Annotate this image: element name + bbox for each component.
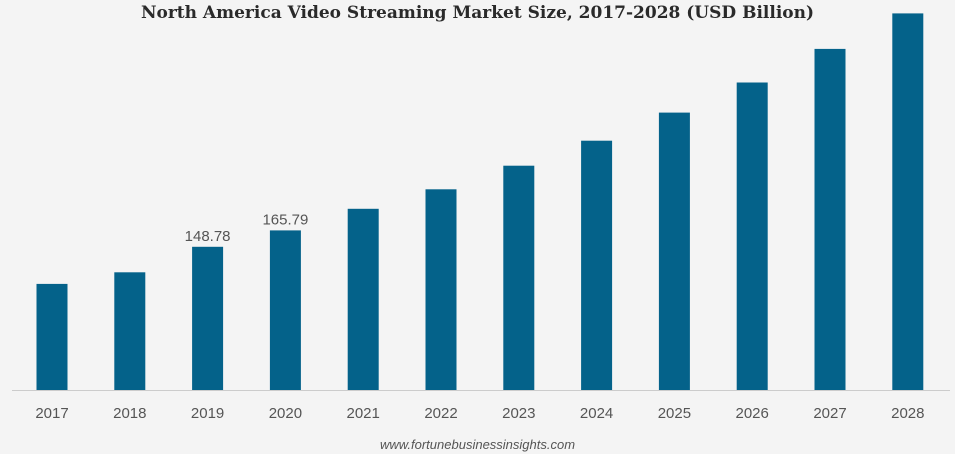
bar-2023: [503, 165, 535, 390]
bar-2022: [425, 189, 457, 390]
bar-2019: [192, 246, 224, 390]
bar-2018: [114, 272, 146, 390]
bar-2021: [347, 208, 379, 390]
source-watermark: www.fortunebusinessinsights.com: [379, 437, 576, 452]
x-tick-label-2020: 2020: [269, 405, 302, 422]
bar-2027: [814, 48, 846, 391]
bars-group: [36, 13, 924, 391]
x-tick-label-2028: 2028: [891, 405, 924, 422]
bar-2017: [36, 283, 68, 390]
x-tick-labels-group: 2017 2018 2019 2020 2021 2022 2023 2024 2025 2026…: [35, 405, 924, 422]
x-tick-label-2026: 2026: [736, 405, 769, 422]
bar-2026: [736, 82, 768, 390]
x-tick-label-2024: 2024: [580, 405, 613, 422]
chart-title: North America Video Streaming Market Siz…: [140, 3, 815, 23]
x-tick-label-2017: 2017: [35, 405, 68, 422]
bar-2025: [658, 112, 690, 390]
x-tick-label-2025: 2025: [658, 405, 691, 422]
data-label-2020: 165.79: [262, 211, 308, 228]
data-label-2019: 148.78: [185, 228, 231, 245]
bar-2028: [892, 13, 924, 391]
bar-2024: [581, 140, 613, 390]
x-tick-label-2022: 2022: [424, 405, 457, 422]
x-tick-label-2018: 2018: [113, 405, 146, 422]
data-labels-group: 148.78 165.79: [185, 211, 309, 244]
x-tick-label-2023: 2023: [502, 405, 535, 422]
x-tick-label-2019: 2019: [191, 405, 224, 422]
x-tick-label-2027: 2027: [813, 405, 846, 422]
bar-2020: [269, 230, 301, 390]
x-tick-label-2021: 2021: [347, 405, 380, 422]
